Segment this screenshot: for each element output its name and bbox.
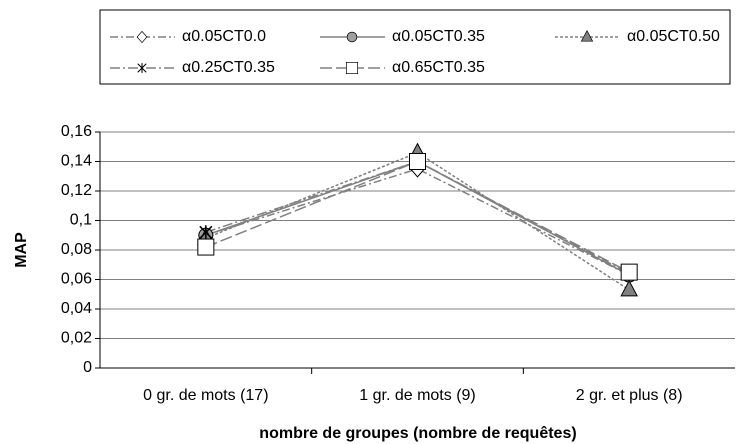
- legend-label: α0.05CT0.50: [627, 28, 720, 45]
- x-tick-label: 2 gr. et plus (8): [576, 387, 683, 404]
- y-tick-label: 0,1: [70, 212, 92, 229]
- legend-label: α0.05CT0.0: [182, 28, 266, 45]
- y-tick-label: 0,14: [61, 153, 92, 170]
- y-tick-label: 0,08: [61, 241, 92, 258]
- y-axis-label: MAP: [13, 232, 30, 268]
- marker: [197, 238, 215, 256]
- x-tick-label: 1 gr. de mots (9): [359, 387, 476, 404]
- legend-box: [99, 9, 731, 85]
- marker: [620, 263, 638, 281]
- marker: [346, 62, 358, 74]
- series-line: [205, 151, 630, 291]
- marker: [620, 279, 639, 297]
- series-line: [205, 168, 630, 276]
- y-tick-label: 0,02: [61, 330, 92, 347]
- marker: [409, 153, 426, 170]
- y-tick-label: 0,06: [61, 271, 92, 288]
- series-line: [205, 160, 630, 276]
- y-tick-label: 0: [83, 359, 92, 376]
- legend-label: α0.25CT0.35: [182, 59, 275, 76]
- series-line: [205, 160, 630, 273]
- marker: [137, 63, 147, 73]
- series-line: [205, 160, 630, 275]
- x-tick-label: 0 gr. de mots (17): [143, 387, 268, 404]
- legend-label: α0.65CT0.35: [392, 59, 485, 76]
- marker: [199, 225, 213, 240]
- x-axis-label: nombre de groupes (nombre de requêtes): [259, 425, 576, 442]
- y-tick-label: 0,16: [61, 123, 92, 140]
- y-tick-label: 0,04: [61, 300, 92, 317]
- marker: [346, 31, 358, 43]
- marker: [136, 30, 148, 44]
- legend-label: α0.05CT0.35: [392, 28, 485, 45]
- y-tick-label: 0,12: [61, 182, 92, 199]
- marker: [580, 29, 594, 42]
